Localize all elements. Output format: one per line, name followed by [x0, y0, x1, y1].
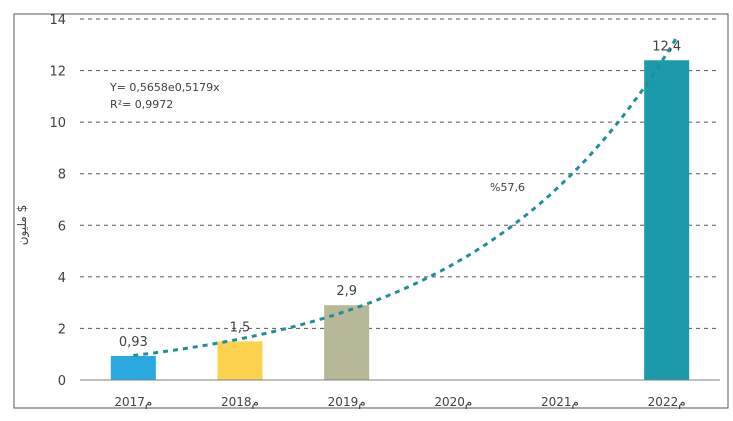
- data-labels: 0,93 1,5 2,9 12,4: [119, 39, 681, 350]
- r-squared: R²= 0,9972: [110, 98, 173, 111]
- bar: [644, 60, 690, 380]
- trendline: [133, 35, 679, 357]
- bar: [110, 356, 156, 380]
- data-label: 1,5: [230, 320, 251, 335]
- bar: [217, 341, 263, 380]
- y-tick-label: 14: [49, 13, 66, 28]
- trend-equation: Y= 0,5658e0,5179x: [109, 81, 220, 94]
- y-tick-label: 0: [58, 374, 66, 389]
- bars: [110, 60, 690, 380]
- y-tick-label: 12: [49, 65, 66, 80]
- gridlines: [80, 18, 720, 329]
- x-tick-label: 2019م: [328, 395, 366, 409]
- data-label: 12,4: [652, 39, 681, 54]
- bar: [324, 305, 370, 380]
- x-tick-label: 2017م: [114, 395, 152, 409]
- y-tick-label: 8: [58, 168, 66, 183]
- trendline-layer: [133, 35, 679, 357]
- data-label: 0,93: [119, 335, 148, 350]
- x-tick-label: 2018م: [221, 395, 259, 409]
- plot-border: [13, 13, 729, 409]
- x-tick-label: 2022م: [648, 395, 686, 409]
- y-axis-ticks: 0 2 4 6 8 10 12 14: [49, 13, 66, 389]
- y-tick-label: 10: [49, 116, 66, 131]
- growth-annotation: %57,6: [490, 181, 525, 194]
- y-axis-label: مليون $: [15, 205, 30, 246]
- x-axis-ticks: 2017م 2018م 2019م 2020م 2021م 2022م: [114, 395, 685, 409]
- x-tick-label: 2021م: [541, 395, 579, 409]
- y-tick-label: 2: [58, 322, 66, 337]
- x-tick-label: 2020م: [434, 395, 472, 409]
- data-label: 2,9: [336, 284, 357, 299]
- y-tick-label: 4: [58, 271, 66, 286]
- y-tick-label: 6: [58, 219, 66, 234]
